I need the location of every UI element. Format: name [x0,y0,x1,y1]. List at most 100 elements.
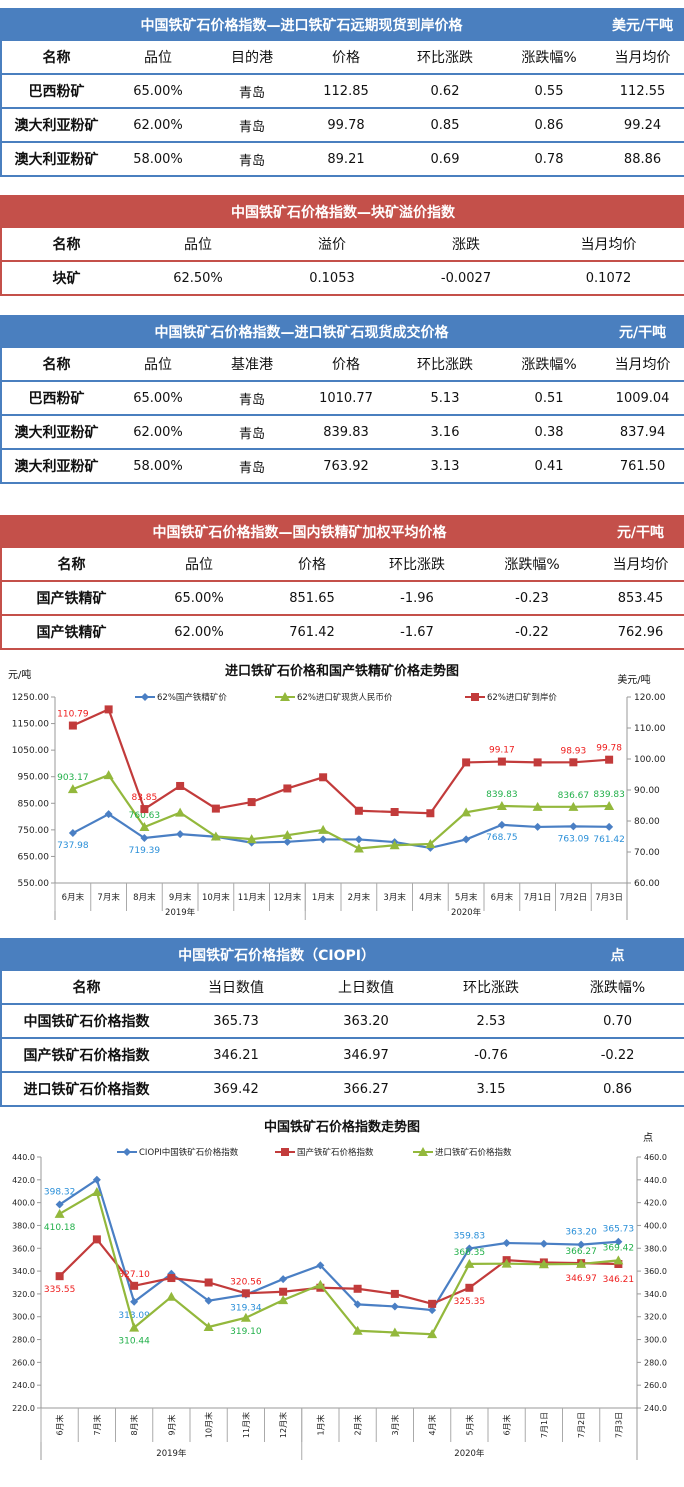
data-point [247,798,256,807]
y2-tick-label: 60.00 [634,879,660,889]
table-cell: 0.1072 [533,260,684,295]
data-point [92,1235,101,1244]
row-name: 巴西粉矿 [1,380,111,415]
x-tick-label: 5月末 [455,892,478,903]
data-point [68,721,77,730]
data-label: 365.73 [603,1225,635,1235]
y-tick-label: 950.00 [18,773,50,783]
x-tick-label: 8月末 [129,1414,139,1435]
table-cell: 853.45 [597,580,684,615]
data-label: 319.10 [230,1327,262,1337]
y-tick-label: 1250.00 [12,693,49,703]
table-cell: 0.51 [497,380,602,415]
table-unit: 点 [551,938,684,971]
data-label: 83.85 [131,793,157,803]
table-cell: 346.21 [171,1037,301,1072]
table-cell: 369.42 [171,1071,301,1106]
table-cell: 839.83 [299,414,393,449]
table-cell: 112.85 [299,73,393,108]
table-cell: 0.1053 [265,260,399,295]
data-point [204,1296,213,1305]
y2-tick-label: 400.0 [644,1221,667,1230]
table-title: 中国铁矿石价格指数—国内铁精矿加权平均价格 [1,515,597,548]
table-cell: 762.96 [597,614,684,649]
data-point [318,824,329,834]
table-cell: 763.92 [299,448,393,483]
x-tick-label: 7月1日 [540,1412,549,1438]
series-line-1 [59,1177,619,1312]
table-cell: 1010.77 [299,380,393,415]
table-cell: 0.86 [551,1071,684,1106]
data-point [176,781,185,790]
row-name: 澳大利亚粉矿 [1,414,111,449]
data-point [390,808,399,817]
data-label: 99.17 [489,746,515,756]
data-label: 760.63 [129,811,161,821]
data-label: 719.39 [129,846,161,856]
data-label: 768.75 [486,833,518,843]
x-tick-label: 6月末 [62,892,85,903]
legend-label: 62%进口矿到岸价 [487,692,557,703]
column-header: 环比涨跌 [417,50,473,66]
column-header: 价格 [332,50,360,66]
data-point [576,1258,587,1268]
column-header: 价格 [298,557,326,573]
data-point [353,1300,362,1309]
right-axis-unit: 点 [643,1132,653,1144]
table-cell: 3.15 [431,1071,552,1106]
data-point [68,829,77,838]
table-cell: 0.69 [393,141,497,176]
y-tick-label: 220.0 [12,1404,35,1413]
column-header: 当日数值 [208,980,264,996]
table-row: 澳大利亚粉矿 62.00% 青岛 99.78 0.85 0.86 99.24 [1,107,684,142]
row-name: 澳大利亚粉矿 [1,107,111,142]
data-point [425,838,436,848]
data-point [465,1283,474,1292]
data-label: 903.17 [57,773,89,783]
data-label: 839.83 [593,790,625,800]
data-label: 327.10 [118,1270,150,1280]
y2-tick-label: 90.00 [634,786,660,796]
table-cell: 761.50 [601,448,684,483]
data-point [319,773,328,782]
data-point [92,1175,101,1184]
column-header: 涨跌幅% [521,357,577,373]
x-tick-label: 12月末 [273,892,301,903]
table-title: 中国铁矿石价格指数—进口铁矿石远期现货到岸价格 [1,8,602,41]
table-cell: 65.00% [141,580,257,615]
x-tick-label: 7月1日 [524,893,552,903]
y-tick-label: 1150.00 [12,720,49,730]
data-point [569,822,578,831]
data-point [129,1322,140,1332]
legend-label: CIOPI中国铁矿石价格指数 [139,1147,239,1158]
y-tick-label: 400.0 [12,1199,35,1208]
data-point [533,822,542,831]
legend-marker [281,1148,289,1156]
data-label: 320.56 [230,1277,262,1287]
data-label: 335.55 [44,1285,76,1295]
y2-tick-label: 340.0 [644,1290,667,1299]
data-point [426,809,435,818]
data-label: 839.83 [486,790,518,800]
table-cell: 88.86 [601,141,684,176]
data-point [501,1258,512,1268]
column-header: 上日数值 [338,980,394,996]
row-name: 巴西粉矿 [1,73,111,108]
y-tick-label: 380.0 [12,1221,35,1230]
table-row: 澳大利亚粉矿 58.00% 青岛 89.21 0.69 0.78 88.86 [1,141,684,176]
data-point [497,757,506,766]
data-label: 366.35 [454,1248,486,1258]
data-point [283,784,292,793]
table-cell: 青岛 [205,107,299,142]
data-point [204,1278,213,1287]
data-point [140,805,149,814]
data-label: 737.98 [57,841,89,851]
y-tick-label: 300.0 [12,1313,35,1322]
y2-tick-label: 440.0 [644,1176,667,1185]
y2-tick-label: 380.0 [644,1244,667,1253]
legend-marker [471,693,479,701]
table-cell: 0.70 [551,1003,684,1038]
table-unit: 元/干吨 [601,315,684,348]
table-row: 国产铁矿石价格指数 346.21 346.97 -0.76 -0.22 [1,1037,684,1072]
